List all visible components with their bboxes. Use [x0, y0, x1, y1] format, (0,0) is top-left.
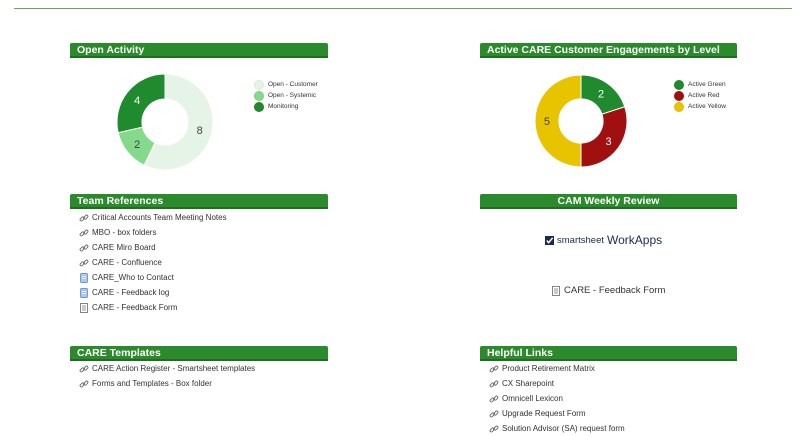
- helpful-links-link-product-retirement-matrix[interactable]: Product Retirement Matrix: [489, 361, 625, 376]
- legend-swatch: [674, 90, 684, 101]
- link-icon: [489, 425, 499, 432]
- open-activity-slice-open-customer[interactable]: [143, 73, 214, 171]
- document-icon: [80, 272, 88, 283]
- link-label: CARE - Feedback log: [92, 288, 170, 297]
- link-label: MBO - box folders: [92, 228, 157, 237]
- link-label: CARE Action Register - Smartsheet templa…: [92, 364, 256, 373]
- link-label: CX Sharepoint: [502, 379, 555, 388]
- legend-label: Monitoring: [268, 103, 299, 110]
- engagements-donut-chart: 2 3 5: [534, 74, 628, 168]
- helpful-links-link-solution-advisor-sa-request-form[interactable]: Solution Advisor (SA) request form: [489, 421, 625, 436]
- smartsheet-logo-icon: [545, 235, 554, 245]
- link-icon: [79, 259, 89, 266]
- cam-weekly-review-header: CAM Weekly Review: [480, 194, 737, 209]
- link-icon: [79, 229, 89, 236]
- form-icon: [80, 302, 88, 313]
- helpful-links-link-upgrade-request-form[interactable]: Upgrade Request Form: [489, 406, 625, 421]
- form-icon: [552, 285, 560, 296]
- engagements-legend-item-active-red[interactable]: Active Red: [674, 90, 726, 101]
- legend-label: Active Yellow: [688, 103, 726, 110]
- engagements-label-active-green: 2: [598, 88, 604, 100]
- link-icon: [79, 214, 89, 221]
- care-templates-list: CARE Action Register - Smartsheet templa…: [79, 361, 255, 391]
- link-icon: [79, 380, 89, 387]
- engagements-label-active-red: 3: [605, 136, 611, 148]
- link-label: Omnicell Lexicon: [502, 394, 563, 403]
- link-icon: [489, 365, 499, 372]
- open-activity-label-open-customer: 8: [197, 125, 203, 137]
- open-activity-label-open-systemic: 2: [134, 139, 140, 151]
- link-icon: [489, 395, 499, 402]
- team-references-link-care-feedback-form[interactable]: CARE - Feedback Form: [79, 300, 227, 315]
- link-label: CARE - Confluence: [92, 258, 162, 267]
- link-label: CARE Miro Board: [92, 243, 156, 252]
- engagements-legend: Active Green Active Red Active Yellow: [674, 79, 726, 112]
- legend-swatch: [674, 79, 684, 90]
- legend-label: Open - Customer: [268, 81, 318, 88]
- team-references-link-care-feedback-log[interactable]: CARE - Feedback log: [79, 285, 227, 300]
- brand-name: smartsheet: [557, 234, 604, 246]
- legend-label: Open - Systemic: [268, 92, 317, 99]
- link-icon: [489, 380, 499, 387]
- link-label: CARE_Who to Contact: [92, 273, 174, 282]
- open-activity-slice-monitoring[interactable]: [116, 73, 166, 134]
- link-label: CARE - Feedback Form: [92, 303, 178, 312]
- link-icon: [79, 244, 89, 251]
- helpful-links-link-omnicell-lexicon[interactable]: Omnicell Lexicon: [489, 391, 625, 406]
- brand-product: WorkApps: [607, 233, 663, 247]
- open-activity-header: Open Activity: [70, 43, 328, 58]
- care-templates-link-forms-and-templates-box-folder[interactable]: Forms and Templates - Box folder: [79, 376, 255, 391]
- team-references-list: Critical Accounts Team Meeting Notes MBO …: [79, 210, 227, 315]
- helpful-links-list: Product Retirement Matrix CX Sharepoint Om…: [489, 361, 625, 436]
- care-templates-link-care-action-register-smartsheet-templates[interactable]: CARE Action Register - Smartsheet templa…: [79, 361, 255, 376]
- team-references-link-care-miro-board[interactable]: CARE Miro Board: [79, 240, 227, 255]
- open-activity-label-monitoring: 4: [134, 95, 140, 107]
- document-icon: [80, 287, 88, 298]
- team-references-link-care-who-to-contact[interactable]: CARE_Who to Contact: [79, 270, 227, 285]
- smartsheet-workapps-logo[interactable]: smartsheet WorkApps: [545, 233, 662, 247]
- open-activity-legend-item-open-systemic[interactable]: Open - Systemic: [254, 90, 318, 101]
- helpful-links-link-cx-sharepoint[interactable]: CX Sharepoint: [489, 376, 625, 391]
- legend-swatch: [254, 79, 264, 90]
- team-references-link-mbo-box-folders[interactable]: MBO - box folders: [79, 225, 227, 240]
- team-references-header: Team References: [70, 194, 328, 209]
- engagements-header: Active CARE Customer Engagements by Leve…: [480, 43, 737, 58]
- legend-swatch: [674, 101, 684, 112]
- link-label: Forms and Templates - Box folder: [92, 379, 212, 388]
- open-activity-legend-item-open-customer[interactable]: Open - Customer: [254, 79, 318, 90]
- engagements-legend-item-active-yellow[interactable]: Active Yellow: [674, 101, 726, 112]
- legend-swatch: [254, 101, 264, 112]
- open-activity-legend-item-monitoring[interactable]: Monitoring: [254, 101, 318, 112]
- legend-swatch: [254, 90, 264, 101]
- engagements-slice-active-red[interactable]: [580, 106, 628, 168]
- link-label: Critical Accounts Team Meeting Notes: [92, 213, 227, 222]
- open-activity-legend: Open - Customer Open - Systemic Monitoring: [254, 79, 318, 112]
- care-feedback-form-label: CARE - Feedback Form: [564, 285, 666, 296]
- link-icon: [79, 365, 89, 372]
- legend-label: Active Green: [688, 81, 726, 88]
- engagements-label-active-yellow: 5: [544, 116, 550, 128]
- team-references-link-critical-accounts-team-meeting-notes[interactable]: Critical Accounts Team Meeting Notes: [79, 210, 227, 225]
- care-templates-header: CARE Templates: [70, 346, 328, 361]
- link-icon: [489, 410, 499, 417]
- top-divider: [14, 8, 792, 9]
- link-label: Upgrade Request Form: [502, 409, 586, 418]
- team-references-link-care-confluence[interactable]: CARE - Confluence: [79, 255, 227, 270]
- helpful-links-header: Helpful Links: [480, 346, 737, 361]
- care-feedback-form-link[interactable]: CARE - Feedback Form: [551, 285, 665, 296]
- link-label: Product Retirement Matrix: [502, 364, 595, 373]
- engagements-slice-active-yellow[interactable]: [534, 74, 582, 168]
- legend-label: Active Red: [688, 92, 720, 99]
- engagements-legend-item-active-green[interactable]: Active Green: [674, 79, 726, 90]
- open-activity-donut-chart: 8 2 4: [116, 73, 214, 171]
- link-label: Solution Advisor (SA) request form: [502, 424, 625, 433]
